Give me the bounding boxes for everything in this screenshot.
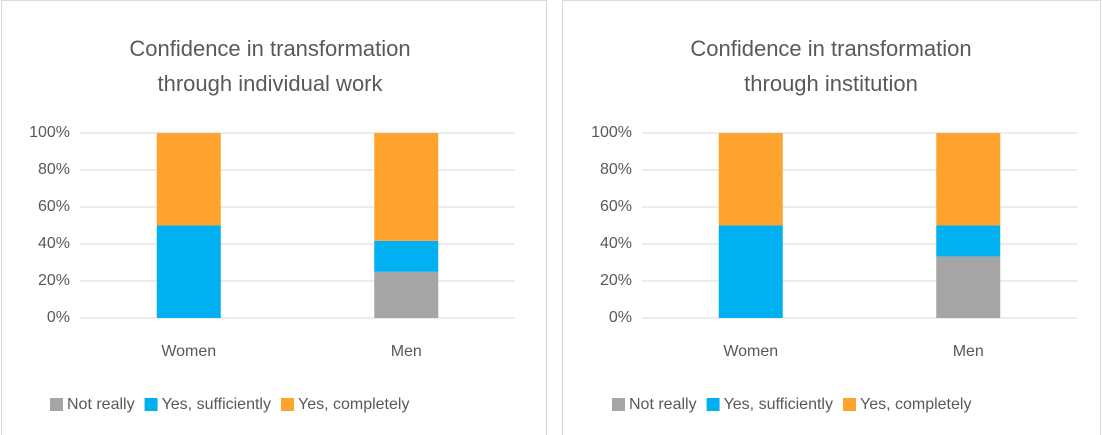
bar-segment: [718, 225, 783, 318]
y-tick-label: 20%: [600, 272, 632, 289]
bar-segment: [936, 133, 1001, 226]
x-tick-label: Men: [391, 343, 422, 360]
panel-border: [1, 0, 547, 435]
y-tick-label: 60%: [38, 198, 70, 215]
legend-label: Yes, sufficiently: [162, 396, 271, 413]
chart-title: Confidence in transformation: [690, 36, 971, 61]
legend-swatch: [144, 398, 158, 411]
legend-label: Not really: [629, 396, 697, 413]
bar-segment: [374, 271, 439, 318]
x-tick-label: Women: [161, 343, 216, 360]
y-tick-label: 80%: [600, 161, 632, 178]
chart-title: through individual work: [157, 71, 383, 96]
panel-border: [562, 0, 1101, 435]
legend-swatch: [280, 398, 294, 411]
y-tick-label: 0%: [609, 309, 632, 326]
bar-segment: [936, 225, 1001, 257]
chart-title: Confidence in transformation: [129, 36, 410, 61]
bar-segment: [374, 133, 439, 241]
y-tick-label: 60%: [600, 198, 632, 215]
legend-label: Yes, completely: [298, 396, 409, 413]
legend-label: Yes, sufficiently: [724, 396, 833, 413]
legend-swatch: [612, 398, 625, 411]
x-tick-label: Women: [723, 343, 778, 360]
x-tick-label: Men: [953, 343, 984, 360]
legend-swatch: [706, 398, 720, 411]
legend-swatch: [50, 398, 63, 411]
y-tick-label: 0%: [47, 309, 70, 326]
bar-segment: [718, 133, 783, 226]
y-tick-label: 20%: [38, 272, 70, 289]
legend-label: Yes, completely: [860, 396, 971, 413]
y-tick-label: 100%: [29, 124, 70, 141]
y-tick-label: 40%: [38, 235, 70, 252]
chart-title: through institution: [744, 71, 918, 96]
legend-swatch: [842, 398, 856, 411]
bar-segment: [936, 256, 1001, 318]
y-tick-label: 100%: [591, 124, 632, 141]
bar-segment: [156, 133, 221, 226]
y-tick-label: 80%: [38, 161, 70, 178]
legend-label: Not really: [67, 396, 135, 413]
y-tick-label: 40%: [600, 235, 632, 252]
bar-segment: [156, 225, 221, 318]
bar-segment: [374, 240, 439, 272]
